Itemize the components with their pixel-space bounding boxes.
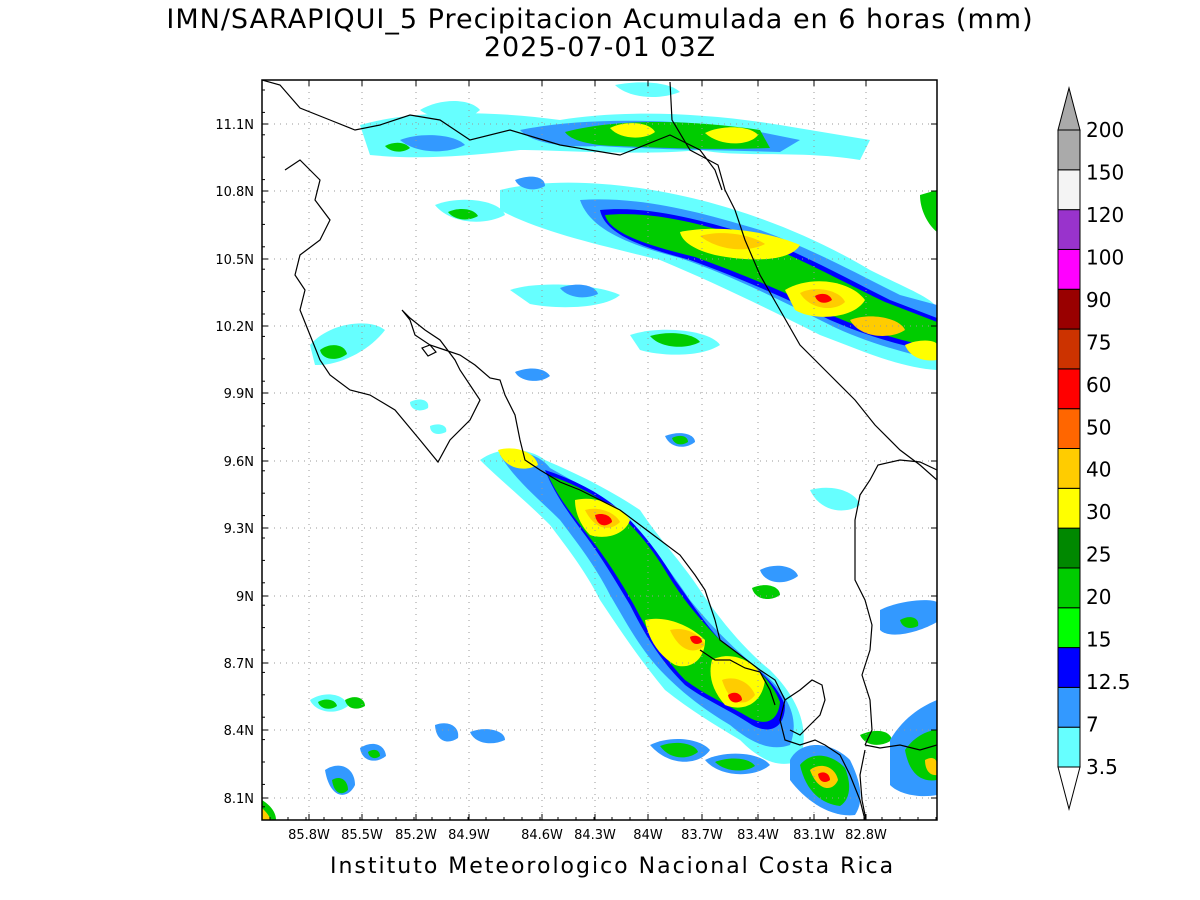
- panama-border: [854, 459, 937, 746]
- precip-scattered-central: [310, 284, 937, 635]
- colorbar-label: 150: [1086, 160, 1124, 184]
- colorbar-segment: [1057, 527, 1081, 569]
- colorbar-label: 40: [1086, 458, 1111, 482]
- colorbar-segment: [1057, 647, 1081, 688]
- precip-band-caribbean: [435, 176, 937, 370]
- osa-peninsula: [784, 679, 826, 736]
- latitude-labels: 11.1N 10.8N 10.5N 10.2N 9.9N 9.6N 9.3N 9N 8.7N 8.…: [215, 118, 254, 807]
- colorbar-segment: [1057, 248, 1081, 290]
- lat-label: 8.7N: [224, 657, 254, 672]
- border-segment: [699, 649, 776, 706]
- caribbean-coast: [669, 81, 937, 481]
- pacific-coast-south: [714, 619, 866, 820]
- colorbar-bottom-arrow: [1057, 766, 1081, 811]
- colorbar-top-arrow: [1057, 86, 1081, 131]
- colorbar-segment: [1057, 129, 1081, 171]
- lon-label: 84.9W: [448, 828, 490, 843]
- lon-label: 85.8W: [288, 828, 330, 843]
- lon-label: 83.7W: [681, 828, 723, 843]
- lat-label: 10.8N: [215, 185, 254, 200]
- colorbar-label: 15: [1086, 628, 1111, 652]
- footer-credit: Instituto Meteorologico Nacional Costa R…: [330, 854, 896, 879]
- lat-label: 10.2N: [215, 320, 254, 335]
- colorbar-label: 50: [1086, 415, 1111, 439]
- axis-ticks: [262, 80, 937, 820]
- lat-label: 9.9N: [224, 387, 254, 402]
- colorbar-label: 100: [1086, 245, 1124, 269]
- lon-label: 85.2W: [395, 828, 437, 843]
- colorbar-segment: [1057, 209, 1081, 250]
- lat-label: 8.4N: [224, 724, 254, 739]
- colorbar-segment: [1057, 169, 1081, 211]
- lon-label: 83.1W: [793, 828, 835, 843]
- lon-label: 84.6W: [521, 828, 563, 843]
- colorbar-segment: [1057, 487, 1081, 529]
- burica-coast: [864, 744, 937, 751]
- colorbar-segment: [1057, 448, 1081, 489]
- lon-label: 82.8W: [845, 828, 887, 843]
- colorbar-segment: [1057, 726, 1081, 768]
- colorbar-segment: [1057, 328, 1081, 370]
- colorbar-label: 12.5: [1086, 670, 1131, 694]
- colorbar-label: 75: [1086, 330, 1111, 354]
- precipitation-field: [262, 82, 937, 820]
- pacific-coast-north: [284, 159, 716, 621]
- map-title: IMN/SARAPIQUI_5 Precipitacion Acumulada …: [166, 4, 1034, 35]
- precip-south-cells: [262, 694, 937, 820]
- longitude-labels: 85.8W 85.5W 85.2W 84.9W 84.6W 84.3W 84W 83.7W 83…: [288, 828, 887, 843]
- colorbar-label: 3.5: [1086, 755, 1118, 779]
- colorbar-segment: [1057, 368, 1081, 410]
- lon-label: 83.4W: [737, 828, 779, 843]
- colorbar-label: 200: [1086, 118, 1124, 142]
- colorbar-label: 20: [1086, 585, 1111, 609]
- coastline-borders: [262, 80, 937, 820]
- lon-label: 84W: [633, 828, 663, 843]
- colorbar-segment: [1057, 607, 1081, 649]
- precip-band-north: [360, 82, 870, 160]
- map-timestamp: 2025-07-01 03Z: [483, 32, 717, 63]
- colorbar-segment: [1057, 288, 1081, 330]
- lat-label: 9N: [236, 590, 254, 605]
- lat-label: 10.5N: [215, 253, 254, 268]
- lat-label: 9.3N: [224, 522, 254, 537]
- lon-label: 85.5W: [341, 828, 383, 843]
- colorbar-label: 30: [1086, 500, 1111, 524]
- nicoya-island: [421, 344, 437, 357]
- lat-label: 8.1N: [224, 792, 254, 807]
- colorbar-label: 120: [1086, 203, 1124, 227]
- lat-label: 9.6N: [224, 455, 254, 470]
- lon-label: 84.3W: [574, 828, 616, 843]
- colorbar-segment: [1057, 567, 1081, 609]
- colorbar: 3.5 7 12.5 15 20 25 30 40 50 60 75 90 100 120 150 200: [1057, 86, 1131, 811]
- chiriqui-coast: [859, 749, 867, 820]
- lat-label: 11.1N: [215, 118, 254, 133]
- colorbar-label: 90: [1086, 288, 1111, 312]
- colorbar-label: 60: [1086, 373, 1111, 397]
- map-frame: [261, 79, 938, 821]
- colorbar-label: 25: [1086, 543, 1111, 567]
- colorbar-label: 7: [1086, 713, 1099, 737]
- colorbar-segment: [1057, 686, 1081, 728]
- colorbar-segment: [1057, 408, 1081, 449]
- precip-band-pacific-slope: [480, 448, 804, 764]
